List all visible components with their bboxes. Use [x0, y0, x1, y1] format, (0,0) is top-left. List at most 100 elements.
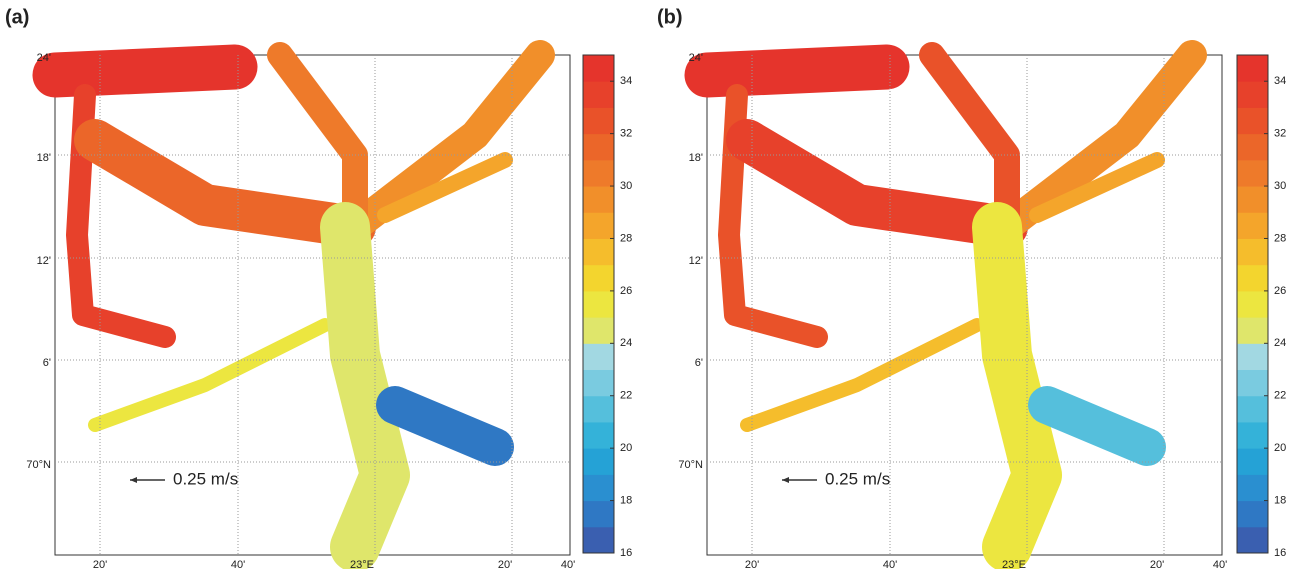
- y-tick-label: 6': [695, 357, 703, 369]
- colorbar-tick-label: 20: [1274, 442, 1286, 454]
- colorbar-band: [1237, 55, 1268, 82]
- colorbar-band: [1237, 212, 1268, 239]
- colorbar-tick-label: 22: [620, 390, 632, 402]
- colorbar-band: [1237, 474, 1268, 502]
- colorbar-tick-label: 24: [620, 337, 632, 349]
- colorbar-band: [583, 421, 614, 449]
- colorbar-tick-label: 32: [1274, 128, 1286, 140]
- x-tick-label: 20': [1150, 559, 1164, 569]
- x-tick-label: 40': [1213, 559, 1227, 569]
- y-tick-label: 24': [689, 52, 703, 64]
- colorbar-band: [1237, 395, 1268, 423]
- fjord: [377, 152, 513, 223]
- panel-label: (a): [5, 6, 29, 28]
- colorbar-band: [583, 186, 614, 213]
- scale-arrow-head: [782, 477, 789, 483]
- colorbar-band: [1237, 448, 1268, 475]
- fjord: [88, 318, 332, 432]
- colorbar-tick-label: 34: [1274, 75, 1286, 87]
- colorbar-band: [583, 159, 614, 187]
- fjord: [376, 386, 514, 466]
- colorbar-frame: [1236, 54, 1269, 554]
- colorbar-tick-label: 16: [1274, 547, 1286, 559]
- scale-label: 0.25 m/s: [825, 469, 890, 488]
- colorbar-band: [583, 264, 614, 292]
- fjord: [1028, 386, 1166, 466]
- colorbar-band: [583, 212, 614, 239]
- fjord: [740, 318, 984, 432]
- colorbar-tick-label: 28: [1274, 232, 1286, 244]
- colorbar-tick-label: 32: [620, 128, 632, 140]
- x-tick-label: 20': [745, 559, 759, 569]
- y-tick-label: 12': [37, 255, 51, 267]
- colorbar-band: [1237, 238, 1268, 266]
- fjord: [726, 119, 1028, 248]
- colorbar-band: [1237, 107, 1268, 135]
- y-tick-label: 6': [43, 357, 51, 369]
- colorbar-band: [1237, 290, 1268, 318]
- x-tick-label: 23°E: [350, 559, 374, 569]
- colorbar-band: [1237, 264, 1268, 292]
- scale-label: 0.25 m/s: [173, 469, 238, 488]
- scale-arrow-head: [130, 477, 137, 483]
- x-tick-label: 23°E: [1002, 559, 1026, 569]
- fjord: [32, 44, 258, 98]
- colorbar-tick-label: 16: [620, 547, 632, 559]
- y-tick-label: 70°N: [678, 459, 703, 471]
- colorbar-tick-label: 30: [1274, 180, 1286, 192]
- x-tick-label: 40': [561, 559, 575, 569]
- colorbar-band: [583, 395, 614, 423]
- fjord: [972, 202, 1062, 569]
- colorbar-band: [1237, 369, 1268, 397]
- colorbar-band: [1237, 500, 1268, 528]
- fjord: [718, 84, 828, 348]
- fjord: [66, 84, 176, 348]
- colorbar-band: [583, 238, 614, 266]
- fjord: [340, 40, 555, 242]
- y-tick-label: 18': [689, 152, 703, 164]
- colorbar-band: [1237, 421, 1268, 449]
- colorbar-tick-label: 26: [1274, 285, 1286, 297]
- colorbar-band: [1237, 159, 1268, 187]
- fjord: [992, 40, 1207, 242]
- colorbar-band: [1237, 186, 1268, 213]
- y-tick-label: 24': [37, 52, 51, 64]
- colorbar-band: [583, 448, 614, 475]
- colorbar-band: [1237, 81, 1268, 108]
- colorbar-band: [583, 290, 614, 318]
- colorbar-band: [583, 133, 614, 161]
- x-tick-label: 20': [93, 559, 107, 569]
- colorbar-band: [583, 55, 614, 82]
- colorbar-band: [583, 107, 614, 135]
- x-tick-label: 20': [498, 559, 512, 569]
- colorbar-band: [583, 369, 614, 397]
- colorbar-band: [1237, 317, 1268, 344]
- fjord: [684, 44, 910, 98]
- y-tick-label: 70°N: [26, 459, 51, 471]
- colorbar-tick-label: 30: [620, 180, 632, 192]
- colorbar-tick-label: 20: [620, 442, 632, 454]
- colorbar-tick-label: 24: [1274, 337, 1286, 349]
- y-tick-label: 18': [37, 152, 51, 164]
- colorbar-band: [583, 500, 614, 528]
- colorbar-band: [583, 343, 614, 371]
- colorbar-band: [583, 81, 614, 108]
- colorbar-tick-label: 22: [1274, 390, 1286, 402]
- y-tick-label: 12': [689, 255, 703, 267]
- colorbar-band: [583, 474, 614, 502]
- colorbar-band: [583, 317, 614, 344]
- colorbar-band: [1237, 343, 1268, 371]
- x-tick-label: 40': [231, 559, 245, 569]
- colorbar-band: [1237, 526, 1268, 554]
- colorbar-frame: [582, 54, 615, 554]
- colorbar-tick-label: 28: [620, 232, 632, 244]
- colorbar-tick-label: 34: [620, 75, 632, 87]
- panel-label: (b): [657, 6, 683, 28]
- fjord: [320, 202, 410, 569]
- colorbar-tick-label: 18: [1274, 494, 1286, 506]
- x-tick-label: 40': [883, 559, 897, 569]
- colorbar-band: [583, 526, 614, 554]
- colorbar-tick-label: 18: [620, 494, 632, 506]
- fjord: [1029, 152, 1165, 223]
